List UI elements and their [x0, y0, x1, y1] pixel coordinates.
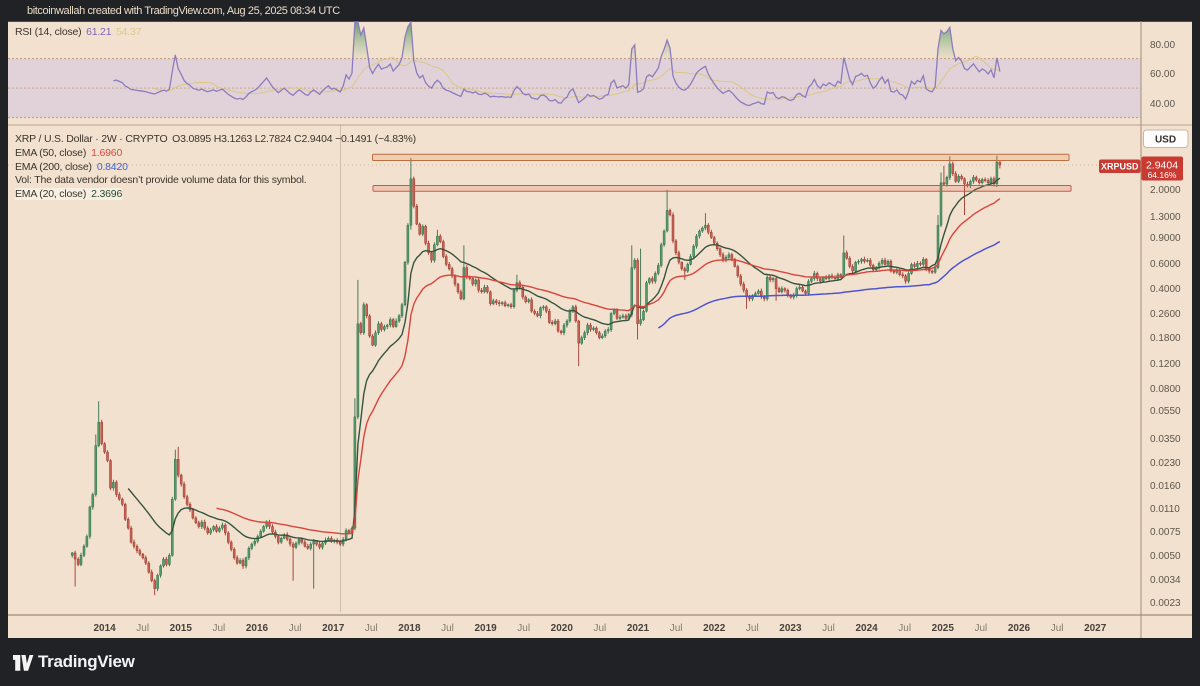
svg-text:64.16%: 64.16% [1148, 170, 1177, 180]
svg-text:USD: USD [1155, 135, 1176, 146]
svg-text:2.9404: 2.9404 [1146, 160, 1178, 172]
svg-text:XRPUSD: XRPUSD [1101, 161, 1139, 171]
